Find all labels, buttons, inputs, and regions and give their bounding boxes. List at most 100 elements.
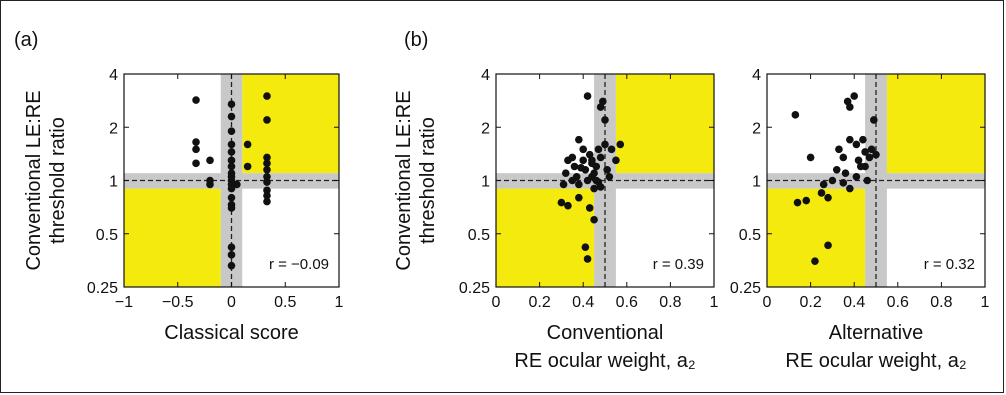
data-point bbox=[806, 153, 815, 162]
data-point bbox=[583, 255, 592, 263]
data-point bbox=[588, 156, 596, 165]
x-tick-label: 1 bbox=[981, 294, 990, 311]
y-tick-label: 0.25 bbox=[459, 280, 490, 297]
y-axis-label: threshold ratio bbox=[47, 117, 69, 244]
x-tick-label: −0.5 bbox=[162, 294, 194, 311]
data-point bbox=[846, 184, 854, 193]
shaded-quadrant bbox=[886, 74, 985, 174]
data-point bbox=[852, 172, 861, 181]
x-axis-label-line-2: RE ocular weight, a₂ bbox=[785, 350, 966, 372]
x-tick-label: 0 bbox=[492, 294, 501, 311]
chart-panel-2: 0 0.2 0.4 0.6 0.8 1 0.25 0.5 1 2 4 r = 0.39 Conventi… bbox=[393, 67, 719, 372]
data-point bbox=[243, 162, 252, 171]
data-point bbox=[793, 198, 802, 207]
data-point bbox=[870, 116, 878, 124]
y-tick-label: 1 bbox=[109, 174, 118, 191]
data-point bbox=[263, 172, 271, 181]
data-point bbox=[564, 201, 572, 210]
data-point bbox=[596, 183, 605, 191]
data-point bbox=[603, 165, 611, 174]
x-tick-label: 0.6 bbox=[887, 294, 909, 311]
y-axis-label: threshold ratio bbox=[417, 117, 439, 244]
shaded-quadrant bbox=[615, 74, 714, 174]
data-point bbox=[568, 153, 577, 162]
x-tick-label: 0.5 bbox=[274, 294, 296, 311]
correlation-annotation: r = 0.39 bbox=[653, 256, 704, 273]
data-point bbox=[227, 148, 236, 156]
data-point bbox=[811, 257, 819, 265]
data-point bbox=[839, 179, 848, 187]
y-tick-label: 0.5 bbox=[96, 227, 118, 244]
x-tick-label: 1 bbox=[335, 294, 344, 311]
data-point bbox=[802, 196, 811, 205]
x-tick-label: 0 bbox=[227, 294, 236, 311]
y-tick-label: 2 bbox=[109, 120, 118, 137]
data-point bbox=[612, 156, 620, 165]
x-tick-label: −1 bbox=[115, 294, 133, 311]
x-axis-label-line-2: RE ocular weight, a₂ bbox=[514, 350, 695, 372]
data-point bbox=[192, 138, 200, 146]
data-point bbox=[263, 92, 271, 100]
data-point bbox=[227, 204, 236, 212]
x-tick-label: 0.6 bbox=[616, 294, 638, 311]
data-point bbox=[819, 180, 828, 189]
data-point bbox=[843, 97, 852, 106]
data-point bbox=[585, 204, 594, 212]
data-point bbox=[559, 180, 568, 189]
data-point bbox=[579, 145, 587, 154]
y-tick-label: 2 bbox=[752, 120, 761, 137]
data-point bbox=[861, 162, 869, 171]
y-axis-label: Conventional LE:RE bbox=[393, 90, 415, 270]
data-point bbox=[863, 176, 872, 185]
data-point bbox=[850, 92, 858, 100]
x-tick-label: 0.4 bbox=[572, 294, 594, 311]
data-point bbox=[590, 215, 598, 224]
data-point bbox=[867, 145, 876, 154]
shaded-quadrant bbox=[767, 188, 866, 287]
data-point bbox=[835, 145, 843, 154]
data-point bbox=[605, 172, 614, 181]
y-tick-label: 4 bbox=[752, 67, 761, 84]
shaded-quadrant bbox=[124, 188, 221, 287]
data-point bbox=[227, 162, 236, 171]
data-point bbox=[263, 178, 271, 186]
data-point bbox=[592, 162, 601, 171]
y-tick-label: 2 bbox=[481, 120, 490, 137]
data-point bbox=[817, 189, 826, 197]
data-point bbox=[575, 180, 583, 189]
data-point bbox=[594, 145, 603, 154]
x-axis-label: Classical score bbox=[164, 322, 298, 344]
data-point bbox=[601, 140, 609, 149]
data-point bbox=[192, 145, 200, 154]
data-point bbox=[599, 97, 607, 106]
data-point bbox=[561, 169, 570, 177]
correlation-annotation: r = −0.09 bbox=[269, 256, 329, 273]
x-tick-label: 0.2 bbox=[528, 294, 550, 311]
y-tick-label: 0.25 bbox=[87, 280, 118, 297]
data-point bbox=[865, 153, 874, 162]
data-point bbox=[227, 127, 236, 135]
data-point bbox=[872, 150, 880, 159]
data-point bbox=[233, 180, 241, 189]
data-point bbox=[824, 193, 832, 202]
data-point bbox=[585, 150, 594, 159]
data-point bbox=[577, 163, 585, 172]
x-tick-label: 0.2 bbox=[799, 294, 821, 311]
data-point bbox=[243, 140, 252, 149]
data-point bbox=[607, 145, 616, 154]
data-point bbox=[581, 243, 590, 251]
x-tick-label: 0.8 bbox=[930, 294, 952, 311]
x-tick-label: 0.4 bbox=[843, 294, 865, 311]
data-point bbox=[579, 156, 587, 165]
x-tick-label: 0 bbox=[763, 294, 772, 311]
data-point bbox=[557, 198, 566, 207]
x-axis-label: Conventional bbox=[547, 322, 664, 344]
data-point bbox=[590, 169, 598, 177]
y-tick-label: 0.25 bbox=[730, 280, 761, 297]
y-tick-label: 4 bbox=[481, 67, 490, 84]
data-point bbox=[227, 184, 236, 193]
shaded-quadrant bbox=[242, 74, 339, 174]
data-point bbox=[791, 111, 800, 119]
y-tick-label: 1 bbox=[481, 174, 490, 191]
data-point bbox=[568, 176, 577, 185]
